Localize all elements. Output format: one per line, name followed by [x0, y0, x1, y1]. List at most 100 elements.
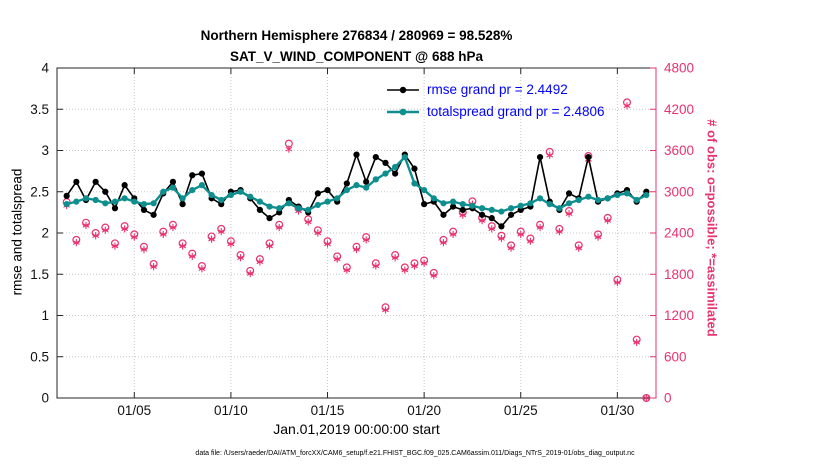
y-tick-label-right: 600	[664, 349, 687, 364]
marker-assimilated	[623, 103, 631, 109]
marker-rmse	[150, 211, 157, 218]
marker-rmse	[353, 151, 360, 158]
marker-assimilated	[633, 340, 641, 345]
y-tick-label-right: 4200	[664, 102, 694, 117]
legend-line-rmse-sample	[387, 86, 419, 93]
chart-title: Northern Hemisphere 276834 / 280969 = 98…	[57, 25, 656, 67]
marker-totalspread	[363, 184, 370, 191]
marker-rmse	[363, 178, 370, 185]
marker-rmse	[565, 190, 573, 197]
legend-label-rmse: rmse grand pr = 2.4492	[427, 82, 568, 97]
marker-assimilated	[613, 280, 621, 285]
marker-assimilated	[304, 219, 312, 225]
marker-totalspread	[111, 198, 119, 205]
x-tick-label: 01/05	[117, 403, 151, 418]
marker-assimilated	[275, 225, 283, 230]
marker-assimilated	[217, 229, 225, 234]
marker-totalspread	[527, 200, 534, 207]
marker-totalspread	[546, 201, 553, 208]
marker-totalspread	[604, 195, 611, 202]
marker-totalspread	[556, 205, 563, 212]
x-tick-label: 01/10	[214, 403, 248, 418]
marker-rmse	[63, 192, 70, 199]
marker-totalspread	[247, 193, 254, 200]
marker-assimilated	[82, 223, 90, 228]
marker-totalspread	[160, 188, 167, 195]
marker-assimilated	[459, 212, 467, 218]
marker-totalspread	[498, 208, 505, 215]
marker-rmse	[121, 182, 128, 189]
marker-rmse	[411, 165, 418, 172]
marker-totalspread	[594, 196, 602, 204]
marker-totalspread	[121, 195, 128, 202]
marker-assimilated	[526, 238, 534, 244]
marker-assimilated	[362, 237, 370, 243]
y-tick-label-left: 4	[41, 61, 49, 76]
marker-totalspread	[450, 198, 457, 205]
marker-totalspread	[575, 196, 582, 204]
marker-totalspread	[643, 191, 650, 199]
marker-totalspread	[440, 200, 447, 207]
marker-totalspread	[63, 201, 70, 208]
marker-totalspread	[536, 195, 544, 202]
marker-rmse	[450, 203, 457, 210]
marker-assimilated	[285, 146, 293, 152]
marker-assimilated	[256, 259, 264, 265]
marker-rmse	[421, 201, 428, 208]
y-tick-label-right: 0	[664, 391, 672, 406]
marker-rmse	[102, 188, 109, 195]
marker-assimilated	[324, 241, 331, 247]
marker-assimilated	[594, 234, 602, 240]
marker-rmse	[256, 206, 263, 213]
marker-assimilated	[382, 307, 389, 313]
legend: rmse grand pr = 2.4492 totalspread grand…	[386, 82, 605, 119]
marker-assimilated	[401, 267, 409, 273]
marker-totalspread	[92, 196, 99, 204]
marker-assimilated	[169, 225, 177, 230]
marker-assimilated	[188, 254, 196, 259]
marker-totalspread	[411, 180, 418, 187]
marker-totalspread	[507, 205, 515, 212]
y-axis-label-left: rmse and totalspread	[9, 168, 25, 296]
y-tick-label-right: 3000	[664, 184, 694, 199]
y-tick-label-left: 1.5	[30, 267, 49, 282]
x-axis-label: Jan.01,2019 00:00:00 start	[273, 421, 440, 437]
legend-item-rmse: rmse grand pr = 2.4492	[386, 82, 605, 97]
y-tick-label-left: 1	[41, 308, 49, 323]
marker-totalspread	[266, 203, 273, 210]
marker-rmse	[459, 206, 466, 213]
marker-assimilated	[488, 226, 496, 232]
marker-assimilated	[130, 234, 138, 240]
marker-totalspread	[218, 196, 225, 204]
marker-assimilated	[517, 232, 525, 237]
x-tick-label: 01/25	[504, 403, 538, 418]
marker-rmse	[382, 159, 389, 166]
marker-assimilated	[198, 266, 206, 272]
marker-assimilated	[642, 395, 650, 401]
y-tick-label-right: 3600	[664, 143, 694, 158]
marker-rmse	[478, 211, 486, 218]
y-tick-label-right: 2400	[664, 226, 694, 241]
marker-assimilated	[140, 247, 148, 252]
marker-totalspread	[169, 184, 177, 191]
marker-totalspread	[131, 198, 138, 205]
marker-rmse	[536, 154, 544, 161]
marker-rmse	[266, 215, 273, 222]
marker-assimilated	[507, 245, 515, 251]
y-tick-label-right: 4800	[664, 61, 694, 76]
marker-assimilated	[353, 247, 360, 252]
marker-totalspread	[343, 187, 350, 194]
marker-totalspread	[324, 198, 331, 205]
marker-assimilated	[498, 236, 505, 241]
legend-label-totalspread: totalspread grand pr = 2.4806	[427, 104, 605, 119]
marker-assimilated	[546, 153, 554, 158]
marker-totalspread	[478, 205, 486, 212]
marker-assimilated	[333, 256, 341, 262]
marker-rmse	[392, 170, 399, 177]
y-tick-label-left: 0.5	[30, 349, 49, 364]
y-tick-label-left: 0	[41, 391, 49, 406]
y-tick-label-right: 1800	[664, 267, 694, 282]
marker-totalspread	[459, 201, 466, 208]
chart-title-line1: Northern Hemisphere 276834 / 280969 = 98…	[200, 28, 513, 43]
